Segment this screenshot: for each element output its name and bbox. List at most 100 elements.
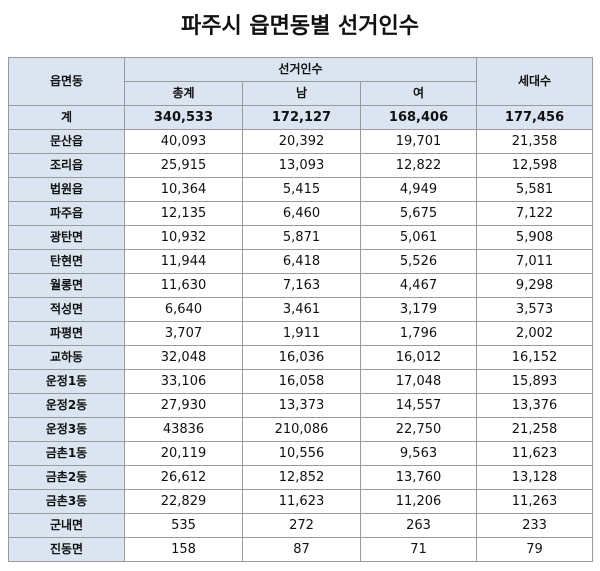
- table-row: 탄현면 11,944 6,418 5,526 7,011: [8, 249, 594, 274]
- male-cell: 12,852: [242, 465, 361, 490]
- region-name-cell: 운정2동: [8, 393, 125, 418]
- female-cell: 14,557: [359, 393, 478, 418]
- female-cell: 263: [359, 513, 478, 538]
- total-cell: 11,944: [124, 249, 243, 274]
- table-row: 파주읍 12,135 6,460 5,675 7,122: [8, 201, 594, 226]
- region-name-cell: 금촌1동: [8, 441, 125, 466]
- total-cell: 3,707: [124, 321, 243, 346]
- region-name-cell: 문산읍: [8, 129, 125, 154]
- female-cell: 22,750: [359, 417, 478, 442]
- table-row: 문산읍 40,093 20,392 19,701 21,358: [8, 129, 594, 154]
- female-cell: 4,467: [359, 273, 478, 298]
- total-cell: 12,135: [124, 201, 243, 226]
- households-cell: 16,152: [476, 345, 594, 370]
- households-cell: 11,263: [476, 489, 594, 514]
- table-row: 적성면 6,640 3,461 3,179 3,573: [8, 297, 594, 322]
- households-cell: 5,908: [476, 225, 594, 250]
- male-cell: 5,871: [242, 225, 361, 250]
- region-name-cell: 월롱면: [8, 273, 125, 298]
- male-cell: 6,418: [242, 249, 361, 274]
- table-row: 금촌1동 20,119 10,556 9,563 11,623: [8, 441, 594, 466]
- table-row: 진동면 158 87 71 79: [8, 537, 594, 562]
- female-cell: 11,206: [359, 489, 478, 514]
- male-cell: 13,093: [242, 153, 361, 178]
- female-cell: 5,061: [359, 225, 478, 250]
- page-title: 파주시 읍면동별 선거인수: [181, 14, 419, 39]
- table-row: 교하동 32,048 16,036 16,012 16,152: [8, 345, 594, 370]
- male-cell: 7,163: [242, 273, 361, 298]
- region-name-cell: 적성면: [8, 297, 125, 322]
- female-cell: 17,048: [359, 369, 478, 394]
- households-cell: 5,581: [476, 177, 594, 202]
- table-body: 계 340,533 172,127 168,406 177,456 문산읍 40,093 20…: [8, 105, 594, 562]
- region-name-cell: 파평면: [8, 321, 125, 346]
- female-cell: 5,675: [359, 201, 478, 226]
- households-cell: 2,002: [476, 321, 594, 346]
- header-households: 세대수: [476, 57, 594, 106]
- region-name-cell: 금촌3동: [8, 489, 125, 514]
- female-cell: 1,796: [359, 321, 478, 346]
- male-cell: 10,556: [242, 441, 361, 466]
- region-name-cell: 파주읍: [8, 201, 125, 226]
- female-cell: 4,949: [359, 177, 478, 202]
- table-row: 군내면 535 272 263 233: [8, 513, 594, 538]
- female-cell: 12,822: [359, 153, 478, 178]
- total-cell: 340,533: [124, 105, 243, 130]
- header-total: 총계: [124, 81, 243, 106]
- households-cell: 21,258: [476, 417, 594, 442]
- total-cell: 25,915: [124, 153, 243, 178]
- households-cell: 3,573: [476, 297, 594, 322]
- male-cell: 3,461: [242, 297, 361, 322]
- header-region: 읍면동: [8, 57, 125, 106]
- header-male: 남: [242, 81, 361, 106]
- table-row: 광탄면 10,932 5,871 5,061 5,908: [8, 225, 594, 250]
- table-row: 금촌3동 22,829 11,623 11,206 11,263: [8, 489, 594, 514]
- total-cell: 10,932: [124, 225, 243, 250]
- total-row: 계 340,533 172,127 168,406 177,456: [8, 105, 594, 130]
- households-cell: 7,122: [476, 201, 594, 226]
- region-name-cell: 계: [8, 105, 125, 130]
- female-cell: 9,563: [359, 441, 478, 466]
- total-cell: 535: [124, 513, 243, 538]
- region-name-cell: 진동면: [8, 537, 125, 562]
- male-cell: 16,036: [242, 345, 361, 370]
- male-cell: 6,460: [242, 201, 361, 226]
- region-name-cell: 광탄면: [8, 225, 125, 250]
- header-female: 여: [359, 81, 478, 106]
- total-cell: 20,119: [124, 441, 243, 466]
- male-cell: 20,392: [242, 129, 361, 154]
- table-row: 조리읍 25,915 13,093 12,822 12,598: [8, 153, 594, 178]
- male-cell: 87: [242, 537, 361, 562]
- male-cell: 210,086: [242, 417, 361, 442]
- male-cell: 1,911: [242, 321, 361, 346]
- region-name-cell: 금촌2동: [8, 465, 125, 490]
- region-name-cell: 탄현면: [8, 249, 125, 274]
- total-cell: 27,930: [124, 393, 243, 418]
- households-cell: 9,298: [476, 273, 594, 298]
- households-cell: 11,623: [476, 441, 594, 466]
- households-cell: 15,893: [476, 369, 594, 394]
- table-row: 운정2동 27,930 13,373 14,557 13,376: [8, 393, 594, 418]
- households-cell: 7,011: [476, 249, 594, 274]
- female-cell: 168,406: [359, 105, 478, 130]
- total-cell: 26,612: [124, 465, 243, 490]
- header-voters: 선거인수: [123, 57, 478, 82]
- voter-table: 읍면동 선거인수 세대수 총계 남 여 계 340,533 172,127 168,4…: [8, 57, 594, 562]
- female-cell: 71: [359, 537, 478, 562]
- region-name-cell: 운정1동: [8, 369, 125, 394]
- households-cell: 13,376: [476, 393, 594, 418]
- total-cell: 158: [124, 537, 243, 562]
- female-cell: 5,526: [359, 249, 478, 274]
- female-cell: 3,179: [359, 297, 478, 322]
- table-row: 운정3동 43836 210,086 22,750 21,258: [8, 417, 594, 442]
- total-cell: 22,829: [124, 489, 243, 514]
- total-cell: 32,048: [124, 345, 243, 370]
- total-cell: 10,364: [124, 177, 243, 202]
- male-cell: 16,058: [242, 369, 361, 394]
- total-cell: 33,106: [124, 369, 243, 394]
- households-cell: 177,456: [476, 105, 594, 130]
- households-cell: 13,128: [476, 465, 594, 490]
- male-cell: 272: [242, 513, 361, 538]
- region-name-cell: 운정3동: [8, 417, 125, 442]
- female-cell: 19,701: [359, 129, 478, 154]
